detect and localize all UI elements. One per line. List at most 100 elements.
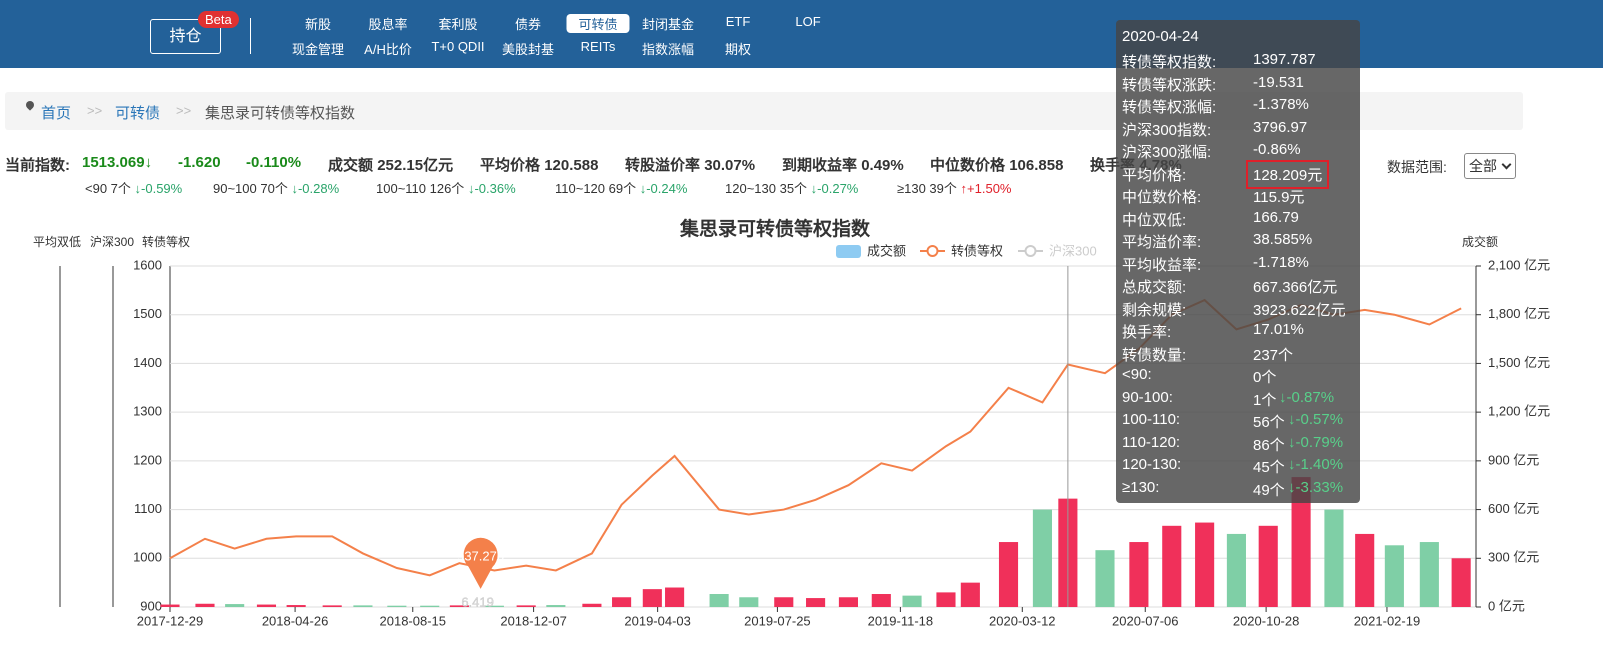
nav-item[interactable]: 可转债 [566,14,630,33]
volume-bar [642,589,662,607]
tooltip-change: ↓-3.33% [1288,478,1344,496]
volume-bar [516,605,536,607]
volume-bar [1291,477,1311,607]
volume-bar [256,604,277,607]
tooltip-value: 38.585% [1253,231,1313,248]
volume-bar [546,605,566,607]
x-tick-label: 2018-12-07 [500,613,567,628]
legend-label: 成交额 [867,243,906,258]
y2-tick-label: 900 亿元 [1488,452,1539,467]
tooltip-change: ↓-0.57% [1288,411,1344,428]
y2-tick-label: 1,200 亿元 [1488,404,1550,419]
bucket: 90~100 70个 [213,181,288,196]
volume-bar [806,598,826,607]
tooltip: 2020-04-24 转债等权指数: 1397.787 转债等权涨跌: -19.531 转… [1116,20,1360,503]
stat-value: 30.07% [704,157,756,174]
bucket-change: ↓-0.24% [639,181,688,196]
y2-tick-label: 1,500 亿元 [1488,355,1550,370]
nav-item[interactable]: T+0 QDII [431,39,485,54]
volume-bar [774,597,794,607]
stat-value: 0.49% [861,157,904,174]
nav-item[interactable]: 指数涨幅 [641,42,695,57]
stat-label: 当前指数: [5,157,70,174]
tooltip-value: -1.718% [1253,253,1309,271]
volume-bar [960,582,980,607]
nav-item[interactable]: 期权 [724,42,752,57]
bucket: 120~130 35个 [725,181,808,196]
bucket: 100~110 126个 [376,181,465,196]
nav-item[interactable]: 股息率 [368,17,408,32]
stat-item: 中位数价格 106.858 [930,154,1063,175]
distribution-item: <90 7个 ↓-0.59% [85,178,182,197]
tooltip-label: 转债等权涨跌: [1122,76,1217,94]
logo-button[interactable]: 持仓 [150,19,221,54]
mark-point: 6.419 [461,594,494,609]
x-tick-label: 2018-08-15 [380,613,447,628]
axis-name: 平均双低 [33,235,81,249]
legend-label: 沪深300 [1049,243,1097,258]
pin-label: 6.419 [461,594,494,609]
nav-item[interactable]: 套利股 [438,17,478,32]
chart-title: 集思录可转债等权指数 [679,217,871,240]
volume-bar [1451,558,1471,607]
tooltip-value: -1.378% [1253,96,1309,113]
tooltip-value: 56个 [1253,414,1285,431]
breadcrumb-item[interactable]: 首页 [41,105,72,122]
stat-name: 成交额 [328,157,374,174]
x-tick-label: 2019-07-25 [744,613,811,628]
volume-bar [871,594,891,607]
divider [250,18,251,54]
tooltip-label: 100-110: [1122,411,1181,428]
tooltip-label: 换手率: [1122,324,1172,341]
stat-item: 成交额 252.15亿元 [328,154,453,175]
x-tick-label: 2018-04-26 [262,613,329,628]
legend-swatch [1024,245,1037,257]
breadcrumb-item[interactable]: 可转债 [115,105,161,122]
volume-bar [1226,533,1246,607]
tooltip-label: 转债等权指数: [1122,54,1217,71]
nav-item[interactable]: 现金管理 [291,42,345,57]
tooltip-label: <90: [1122,366,1152,383]
volume-bar [998,542,1019,607]
tooltip-value: 115.9元 [1253,189,1305,206]
y2-tick-label: 300 亿元 [1488,550,1539,565]
tooltip-label: 沪深300涨幅: [1122,144,1212,161]
tooltip-label: 90-100: [1122,388,1173,406]
tooltip-label: 剩余规模: [1122,301,1187,319]
x-tick-label: 2017-12-29 [137,613,204,628]
volume-bar [739,597,759,607]
tooltip-value: 1个 [1253,391,1277,409]
tooltip-value: -0.86% [1253,141,1301,158]
volume-bar [1195,522,1215,607]
range-select[interactable]: 全部 [1464,153,1516,179]
legend-swatch [836,245,861,258]
nav-item[interactable]: 封闭基金 [641,17,695,32]
stat-item: 到期收益率 0.49% [782,154,904,175]
volume-bar [838,597,858,607]
stat-name: 转股溢价率 [625,157,701,174]
tooltip-label: 中位双低: [1122,211,1187,229]
bucket-change: ↓-0.36% [467,181,516,196]
nav-item[interactable]: 美股封基 [501,42,555,57]
nav-item[interactable]: LOF [795,14,821,29]
volume-bar [582,603,602,607]
distribution-item: 100~110 126个 ↓-0.36% [376,178,516,197]
nav-item[interactable]: ETF [725,14,751,29]
nav-item[interactable]: 新股 [304,17,332,32]
tooltip-change: ↓-0.87% [1279,388,1335,406]
pin-label: 937.276 [457,548,504,563]
axis-name: 沪深300 [90,235,134,249]
tooltip-change: ↓-0.79% [1288,433,1344,451]
tooltip-label: 沪深300指数: [1122,121,1212,139]
y-tick-label: 1100 [134,501,162,516]
nav-item[interactable]: 债券 [514,17,542,32]
tooltip-label: 110-120: [1122,433,1181,451]
nav-item[interactable]: A/H比价 [364,42,412,57]
x-tick-label: 2019-11-18 [868,613,934,628]
volume-bar [1384,545,1404,607]
volume-bar [286,605,306,607]
nav-item[interactable]: REITs [580,39,616,54]
legend-swatch [926,245,939,257]
y-tick-label: 900 [140,598,162,613]
